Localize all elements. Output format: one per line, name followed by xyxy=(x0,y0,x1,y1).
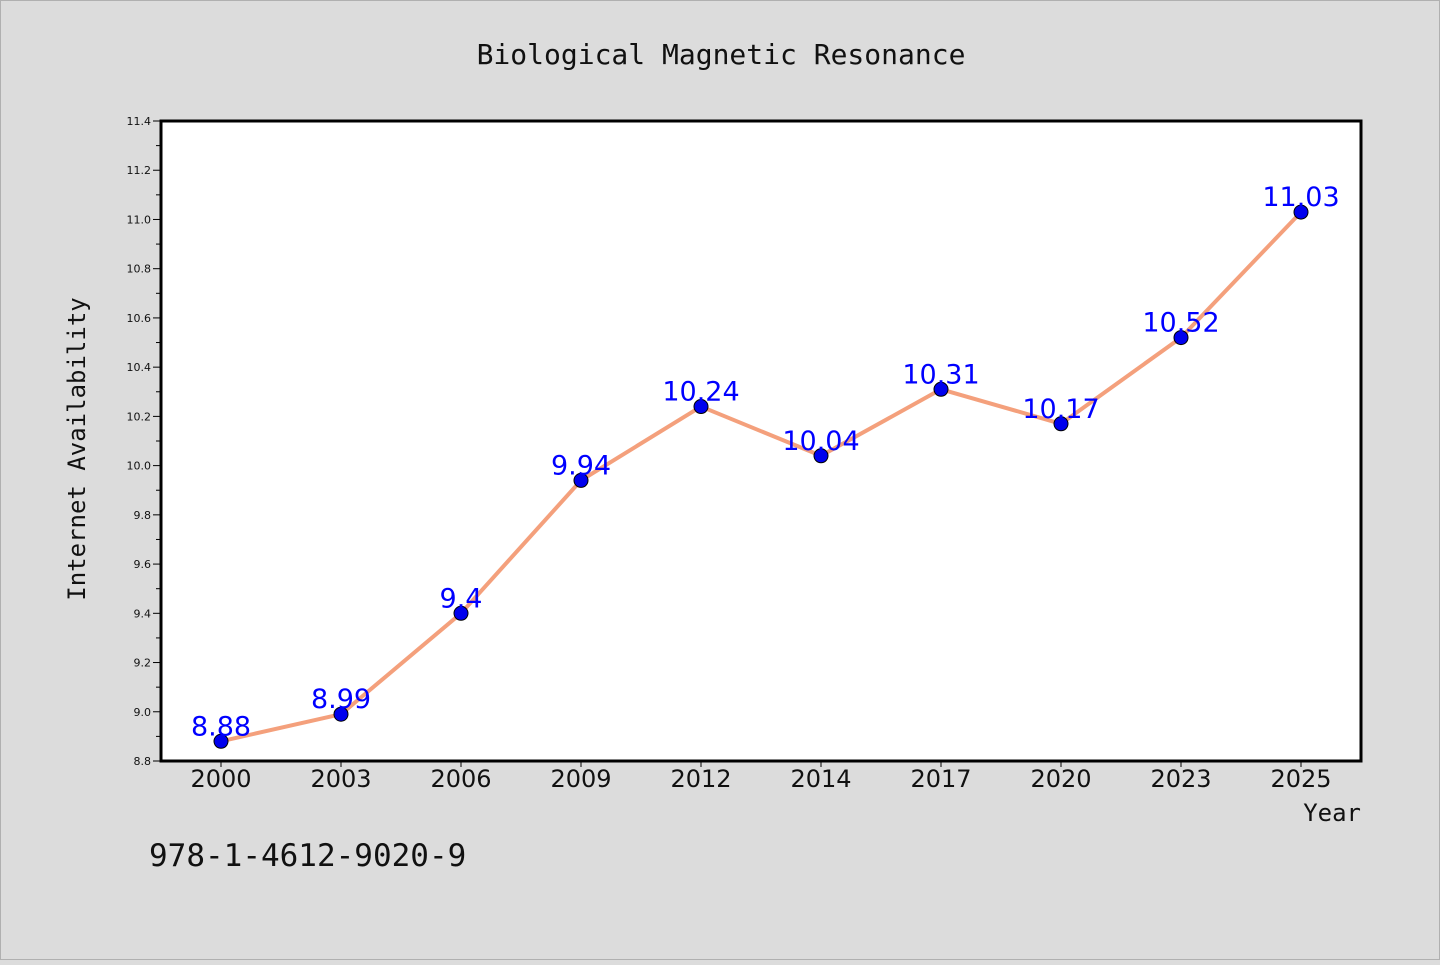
data-point xyxy=(213,733,229,749)
data-point xyxy=(333,706,349,722)
x-tick-label: 2014 xyxy=(790,765,851,793)
y-axis-ticks: 8.8 9.0 9.2 9.4 9.6 9.8 10.0 10.2 10.4 10.6 10.8 11… xyxy=(127,115,161,768)
data-point xyxy=(933,381,949,397)
x-axis-label: Year xyxy=(1303,799,1361,827)
x-tick-label: 2023 xyxy=(1150,765,1211,793)
data-point xyxy=(453,605,469,621)
chart-title: Biological Magnetic Resonance xyxy=(477,38,966,71)
x-tick-label: 2009 xyxy=(550,765,611,793)
data-labels: 8.88 8.99 9.4 9.94 10.24 10.04 10.31 10.17 10.52… xyxy=(191,182,1340,742)
x-axis-ticks: 2000 2003 2006 2009 2012 2014 2017 2020 2023 2025 xyxy=(190,761,1332,793)
x-tick-label: 2003 xyxy=(310,765,371,793)
data-point xyxy=(573,472,589,488)
x-tick-label: 2025 xyxy=(1270,765,1331,793)
y-tick-label: 10.8 xyxy=(127,263,152,276)
y-tick-label: 10.0 xyxy=(127,460,152,473)
data-points xyxy=(213,204,1309,749)
data-label: 9.94 xyxy=(551,450,611,481)
series-line-group xyxy=(219,210,1303,744)
data-label: 11.03 xyxy=(1262,182,1339,213)
footer-text: 978-1-4612-9020-9 xyxy=(149,838,466,874)
data-point xyxy=(1053,416,1069,432)
y-tick-label: 9.0 xyxy=(134,706,152,719)
y-tick-label: 10.6 xyxy=(127,312,152,325)
y-tick-label: 8.8 xyxy=(134,755,152,768)
data-label: 10.52 xyxy=(1142,308,1219,339)
x-tick-label: 2012 xyxy=(670,765,731,793)
y-tick-label: 10.2 xyxy=(127,410,152,423)
data-label: 10.24 xyxy=(662,377,739,408)
data-label: 9.4 xyxy=(440,583,483,614)
data-point xyxy=(693,399,709,415)
y-tick-label: 11.4 xyxy=(127,115,152,128)
data-label: 10.17 xyxy=(1022,394,1099,425)
data-label: 8.88 xyxy=(191,711,251,742)
data-label: 8.99 xyxy=(311,684,371,715)
y-axis-label: Internet Availability xyxy=(63,297,91,600)
y-tick-label: 11.2 xyxy=(127,164,152,177)
y-tick-label: 9.4 xyxy=(134,607,152,620)
data-point xyxy=(1293,204,1309,220)
x-tick-label: 2017 xyxy=(910,765,971,793)
x-tick-label: 2020 xyxy=(1030,765,1091,793)
data-point xyxy=(813,448,829,464)
x-tick-label: 2006 xyxy=(430,765,491,793)
y-tick-label: 9.2 xyxy=(134,657,152,670)
data-label: 10.04 xyxy=(782,426,859,457)
data-point xyxy=(1173,330,1189,346)
y-tick-label: 9.6 xyxy=(134,558,152,571)
y-tick-label: 11.0 xyxy=(127,213,152,226)
y-tick-label: 9.8 xyxy=(134,509,152,522)
x-tick-label: 2000 xyxy=(190,765,251,793)
series-line xyxy=(219,210,1303,744)
y-tick-label: 10.4 xyxy=(127,361,152,374)
plot-area xyxy=(159,119,1363,763)
data-label: 10.31 xyxy=(902,359,979,390)
